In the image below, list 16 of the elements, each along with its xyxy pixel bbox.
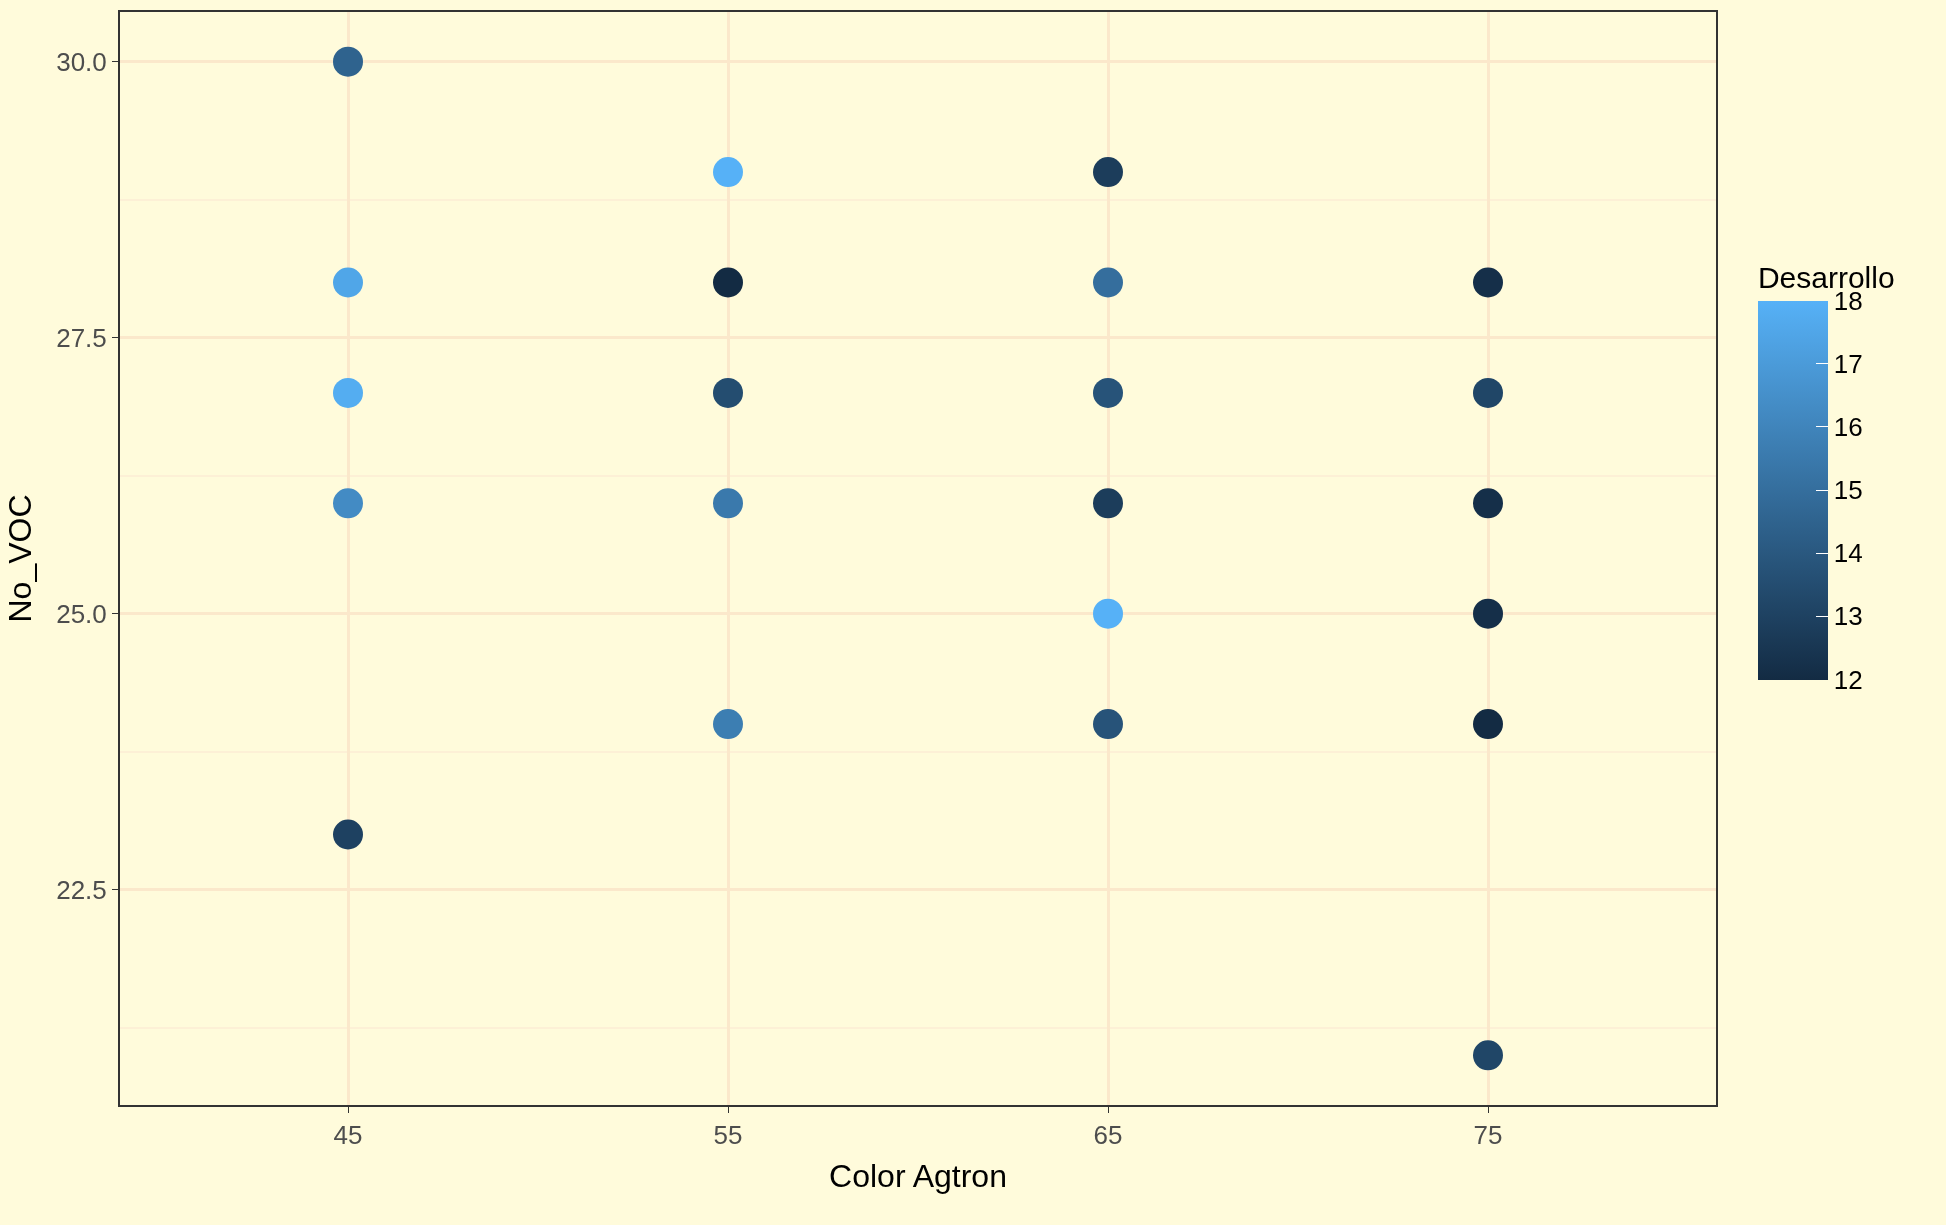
y-tick-label: 30.0: [56, 46, 107, 77]
x-tick-label: 75: [1473, 1120, 1503, 1151]
x-tick-label: 65: [1093, 1120, 1123, 1151]
y-tick-label: 22.5: [56, 874, 107, 905]
x-axis-title: Color Agtron: [829, 1157, 1007, 1194]
color-bar-label: 16: [1833, 411, 1863, 442]
y-tick-label: 27.5: [56, 322, 107, 353]
color-bar-label: 14: [1833, 538, 1863, 569]
color-bar-label: 13: [1833, 601, 1863, 632]
x-tick-label: 45: [333, 1120, 363, 1151]
color-bar-label: 15: [1833, 475, 1863, 506]
x-tick-label: 55: [713, 1120, 743, 1151]
color-bar-label: 17: [1833, 348, 1863, 379]
y-axis-title: No_VOC: [1, 494, 38, 623]
color-bar-label: 12: [1833, 664, 1863, 695]
y-tick-label: 25.0: [56, 598, 107, 629]
